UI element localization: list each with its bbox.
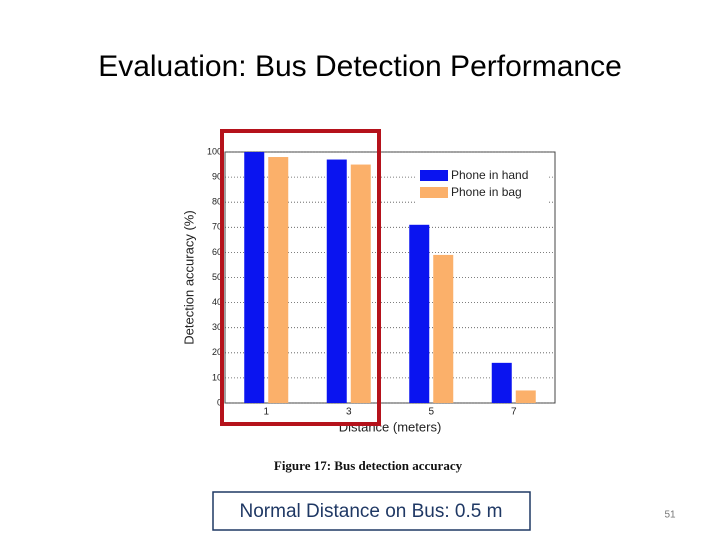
y-tick-label: 20 [212, 347, 222, 357]
bar [268, 157, 289, 403]
y-tick-label: 100 [207, 146, 222, 156]
y-tick-label: 70 [212, 222, 222, 232]
bar [350, 164, 371, 403]
bar [326, 159, 347, 403]
y-tick-label: 50 [212, 272, 222, 282]
bar [433, 254, 454, 403]
x-tick-label: 7 [511, 407, 517, 418]
y-tick-label: 10 [212, 372, 222, 382]
highlight-box [220, 129, 381, 426]
y-tick-label: 0 [217, 397, 222, 407]
page-number: 51 [664, 510, 676, 521]
note-box [212, 491, 531, 531]
y-axis-label: Detection accuracy (%) [181, 210, 196, 344]
slide-title: Evaluation: Bus Detection Performance [98, 50, 622, 83]
y-tick-label: 40 [212, 297, 222, 307]
legend-label: Phone in bag [451, 185, 522, 199]
bar [491, 362, 512, 403]
figure-caption: Figure 17: Bus detection accuracy [274, 458, 463, 473]
legend-label: Phone in hand [451, 168, 528, 182]
x-tick-label: 1 [263, 407, 269, 418]
y-tick-label: 60 [212, 247, 222, 257]
x-axis-label: Distance (meters) [339, 419, 442, 434]
bar [515, 390, 536, 403]
legend-swatch [420, 170, 448, 181]
y-tick-label: 30 [212, 322, 222, 332]
note-text: Normal Distance on Bus: 0.5 m [240, 501, 503, 522]
legend-swatch [420, 187, 448, 198]
x-tick-label: 3 [346, 407, 352, 418]
y-tick-label: 90 [212, 171, 222, 181]
y-tick-label: 80 [212, 197, 222, 207]
plot: 0 10 20 30 40 50 60 70 80 90 100 Distance (meters) D… [181, 146, 555, 434]
bar [244, 152, 265, 403]
bar [409, 224, 430, 403]
x-tick-label: 5 [428, 407, 434, 418]
